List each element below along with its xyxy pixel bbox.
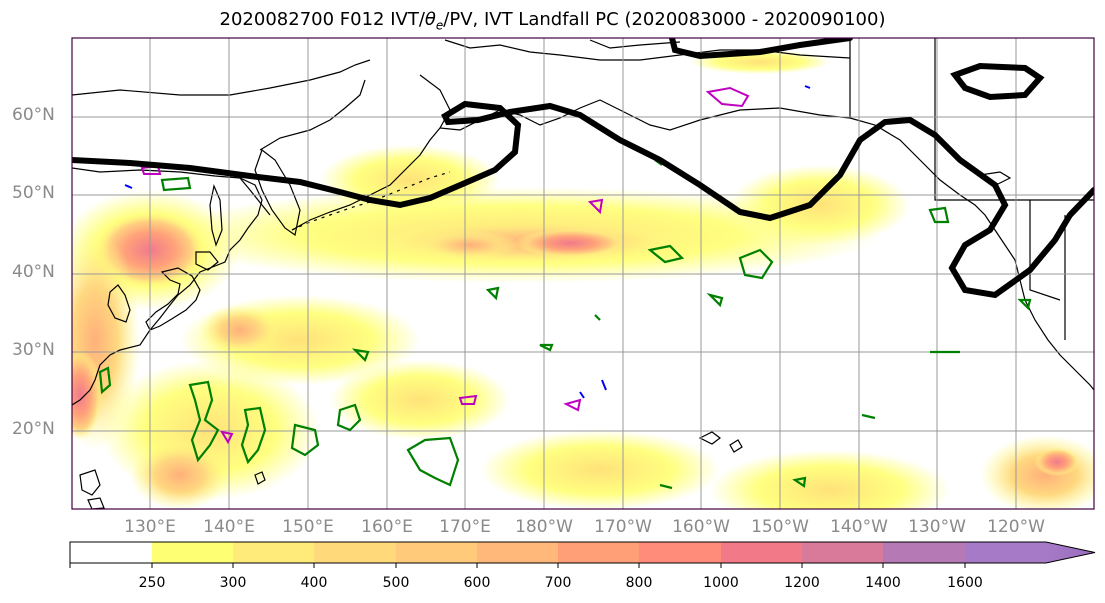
colorbar-tick-1400: 1400 bbox=[865, 575, 901, 591]
lon-label-130e: 130°E bbox=[124, 517, 176, 537]
ivt-shading bbox=[72, 50, 1094, 509]
lat-label-20n: 20°N bbox=[12, 419, 55, 439]
lat-label-60n: 60°N bbox=[12, 105, 55, 125]
lon-label-150e: 150°E bbox=[282, 517, 334, 537]
colorbar-tick-1000: 1000 bbox=[703, 575, 739, 591]
colorbar-tick-500: 500 bbox=[382, 575, 410, 591]
pv-contours bbox=[124, 85, 811, 445]
map-frame bbox=[71, 37, 1095, 510]
lon-label-160w: 160°W bbox=[672, 517, 730, 537]
lat-label-30n: 30°N bbox=[12, 340, 55, 360]
lon-label-140e: 140°E bbox=[203, 517, 255, 537]
gridlines bbox=[72, 38, 1094, 509]
colorbar-tick-250: 250 bbox=[138, 575, 166, 591]
map-title: 2020082700 F012 IVT/θe/PV, IVT Landfall … bbox=[219, 9, 886, 33]
lon-label-120w: 120°W bbox=[987, 517, 1045, 537]
colorbar bbox=[69, 541, 1096, 568]
psi-contours bbox=[72, 38, 1094, 299]
lon-label-180w: 180°W bbox=[515, 517, 573, 537]
colorbar-tick-600: 600 bbox=[463, 575, 491, 591]
lon-label-150w: 150°W bbox=[751, 517, 809, 537]
coastlines bbox=[72, 38, 1094, 509]
lat-label-40n: 40°N bbox=[12, 262, 55, 282]
lon-label-140w: 140°W bbox=[830, 517, 888, 537]
colorbar-tick-1200: 1200 bbox=[784, 575, 820, 591]
lon-label-170e: 170°E bbox=[439, 517, 491, 537]
lat-label-50n: 50°N bbox=[12, 183, 55, 203]
colorbar-tick-300: 300 bbox=[219, 575, 247, 591]
lon-label-130w: 130°W bbox=[908, 517, 966, 537]
lon-label-160e: 160°E bbox=[361, 517, 413, 537]
colorbar-tick-400: 400 bbox=[300, 575, 328, 591]
colorbar-tick-800: 800 bbox=[625, 575, 653, 591]
colorbar-tick-1600: 1600 bbox=[947, 575, 983, 591]
colorbar-tick-700: 700 bbox=[544, 575, 572, 591]
lon-label-170w: 170°W bbox=[594, 517, 652, 537]
